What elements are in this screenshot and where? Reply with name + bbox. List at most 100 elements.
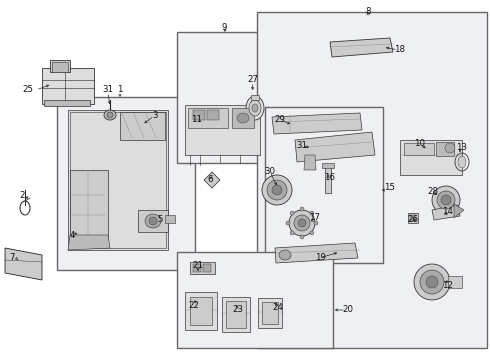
Bar [138,210,168,232]
Bar [190,297,212,325]
Bar [265,107,383,263]
Ellipse shape [145,214,161,228]
Bar [165,215,175,223]
Bar [203,264,211,272]
Ellipse shape [272,185,282,195]
Text: 16: 16 [324,174,336,183]
Ellipse shape [290,231,294,235]
Text: 1: 1 [117,85,123,94]
Bar [188,108,228,128]
Text: 13: 13 [457,143,467,152]
Text: 15: 15 [385,184,395,193]
Text: 22: 22 [189,301,199,310]
Text: 2: 2 [19,190,25,199]
Polygon shape [432,205,460,220]
Bar [436,142,454,156]
Ellipse shape [252,104,258,112]
Bar [52,62,68,72]
Text: 10: 10 [415,139,425,148]
Bar [42,68,94,104]
Text: 9: 9 [221,23,227,32]
Bar [258,298,282,328]
Ellipse shape [298,219,306,227]
Text: 6: 6 [207,175,213,184]
Text: 14: 14 [442,207,454,216]
Ellipse shape [246,96,264,120]
Text: 17: 17 [310,213,320,222]
Text: 18: 18 [394,45,406,54]
Ellipse shape [286,221,290,225]
Text: 21: 21 [193,261,203,270]
Bar [190,262,215,274]
Bar [177,252,333,348]
Ellipse shape [445,143,455,153]
Bar [57,97,195,270]
Ellipse shape [267,180,287,200]
Ellipse shape [441,195,451,205]
Text: 28: 28 [427,188,439,197]
Bar [193,110,205,120]
Text: 31: 31 [296,140,308,149]
Text: 20: 20 [343,306,353,315]
Bar [70,170,108,240]
Ellipse shape [104,110,116,120]
Ellipse shape [237,113,249,123]
Ellipse shape [294,215,310,231]
Ellipse shape [107,112,113,118]
Bar [322,163,334,168]
Ellipse shape [414,264,450,300]
Bar [68,110,168,250]
Bar [44,100,90,106]
Polygon shape [304,155,316,170]
Bar [262,302,278,324]
Bar [207,110,219,120]
Bar [185,105,260,155]
Ellipse shape [300,235,304,239]
Ellipse shape [249,100,261,116]
Polygon shape [275,243,358,263]
Polygon shape [454,204,464,218]
Bar [325,165,331,193]
Text: 7: 7 [9,253,15,262]
Ellipse shape [262,175,292,205]
Polygon shape [5,248,42,280]
Ellipse shape [149,217,157,225]
Ellipse shape [426,276,438,288]
Bar [410,215,416,221]
Ellipse shape [289,210,315,236]
Bar [177,32,273,163]
Bar [120,112,165,140]
Bar [257,12,487,348]
Text: 4: 4 [69,230,75,239]
Ellipse shape [432,186,460,214]
Text: 25: 25 [23,85,33,94]
Ellipse shape [310,211,314,215]
Polygon shape [295,132,375,162]
Text: 8: 8 [365,8,371,17]
Text: 27: 27 [247,76,259,85]
Bar [185,292,217,330]
Bar [448,276,462,288]
Bar [404,143,434,155]
Bar [408,213,418,223]
Text: 31: 31 [102,85,114,94]
Bar [193,264,201,272]
Bar [251,95,259,100]
Ellipse shape [437,191,455,209]
Text: 23: 23 [232,306,244,315]
Ellipse shape [310,231,314,235]
Ellipse shape [314,221,318,225]
Bar [232,108,254,128]
Polygon shape [204,172,220,188]
Ellipse shape [420,270,444,294]
Bar [222,297,250,332]
Ellipse shape [279,250,291,260]
Ellipse shape [290,211,294,215]
Text: 26: 26 [408,216,418,225]
Text: 11: 11 [192,116,202,125]
Text: 3: 3 [152,111,158,120]
Bar [400,140,462,175]
Text: 5: 5 [157,216,163,225]
Bar [50,60,70,72]
Polygon shape [68,235,110,250]
